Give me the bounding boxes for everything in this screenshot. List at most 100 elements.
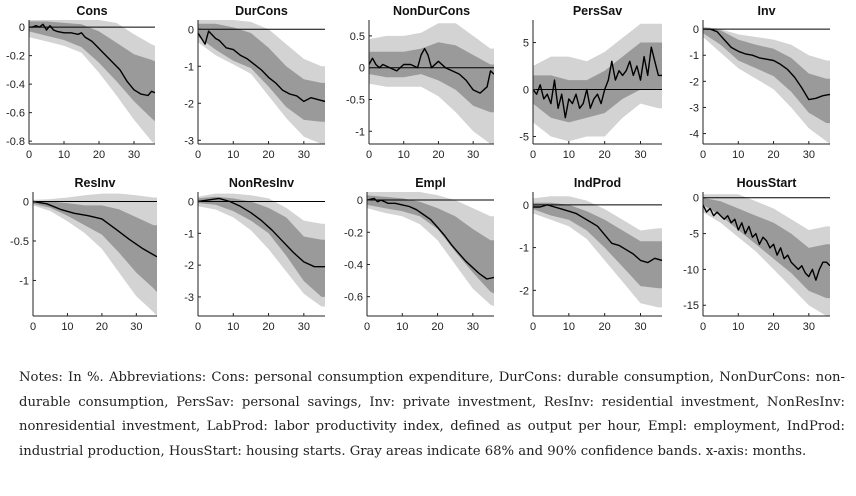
x-tick-label: 30 [634,321,646,333]
y-tick-label: -4 [689,129,699,141]
y-tick-label: -0.4 [6,79,25,91]
x-tick-label: 0 [700,321,706,333]
y-tick-label: -0.2 [6,51,25,63]
y-tick-label: -2 [519,285,529,297]
confidence-band-90 [367,192,494,307]
panel-title: Cons [76,4,107,18]
y-tick-label: 0 [23,196,29,208]
x-tick-label: 20 [767,149,779,161]
x-tick-label: 10 [61,321,73,333]
y-tick-label: -0.6 [6,108,25,120]
panel-title: HousStart [737,176,798,190]
confidence-band-68 [33,200,157,293]
figure-notes: Notes: In %. Abbreviations: Cons: person… [19,370,845,459]
x-tick-label: 10 [227,149,239,161]
plot-area [369,23,494,144]
plot-area [703,26,830,144]
confidence-band-68 [198,196,325,297]
x-tick-label: 0 [195,149,201,161]
y-tick-label: 5 [523,38,529,50]
panel-title: Empl [415,176,446,190]
median-line [533,46,662,119]
x-tick-label: 10 [732,321,744,333]
x-tick-label: 0 [364,321,370,333]
panel-indprod: 0 10 20 30 0 -1 -2 IndProd [519,176,662,333]
x-tick-label: 30 [467,149,479,161]
panel-title: ResInv [75,176,116,190]
x-tick-label: 10 [398,149,410,161]
median-line [703,28,830,101]
median-line [198,30,325,103]
x-tick-label: 20 [96,321,108,333]
x-tick-label: 0 [530,149,536,161]
panel-title: PersSav [573,4,622,18]
y-tick-label: -15 [683,300,699,312]
y-tick-label: -0.5 [10,236,29,248]
confidence-band-68 [369,42,494,113]
y-tick-label: -0.4 [344,259,363,271]
median-line [29,23,155,97]
y-tick-label: -1 [184,61,194,73]
median-line [33,200,157,258]
x-tick-label: 20 [262,321,274,333]
y-tick-label: -1 [519,243,529,255]
x-tick-label: 0 [30,321,36,333]
confidence-band-68 [703,197,830,299]
x-tick-label: 30 [130,321,142,333]
x-tick-label: 10 [396,321,408,333]
y-tick-label: 0 [693,24,699,36]
y-tick-label: -2 [689,76,699,88]
y-tick-label: 0 [188,24,194,36]
median-line [198,197,325,268]
confidence-band-68 [367,195,494,294]
y-tick-label: -0.6 [344,292,363,304]
confidence-band-90 [533,196,662,308]
x-tick-label: 0 [700,149,706,161]
confidence-band-68 [533,42,662,123]
y-tick-label: -5 [519,131,529,143]
y-tick-label: -0.2 [344,227,363,239]
plot-area [198,193,325,307]
x-tick-label: 30 [467,321,479,333]
y-tick-label: -1 [355,126,365,138]
y-tick-label: 0 [359,63,365,75]
x-tick-label: 10 [563,149,575,161]
y-tick-label: -1 [184,228,194,240]
plot-area [29,20,155,144]
median-line [533,204,662,264]
y-tick-label: -5 [689,229,699,241]
panel-empl: 0 10 20 30 0 -0.2 -0.4 -0.6 Empl [344,176,494,333]
confidence-band-90 [198,193,325,307]
x-tick-label: 10 [58,149,70,161]
x-tick-label: 30 [803,321,815,333]
x-tick-label: 20 [262,149,274,161]
x-tick-label: 0 [26,149,32,161]
x-tick-label: 0 [195,321,201,333]
panel-title: IndProd [574,176,621,190]
panel-title: Inv [757,4,775,18]
x-tick-label: 20 [431,321,443,333]
y-tick-label: 0 [523,200,529,212]
confidence-band-68 [533,202,662,289]
x-tick-label: 10 [732,149,744,161]
y-tick-label: -1 [689,50,699,62]
x-tick-label: 10 [227,321,239,333]
x-tick-label: 30 [634,149,646,161]
plot-area [533,196,662,308]
x-tick-label: 20 [767,321,779,333]
panel-nonresinv: 0 10 20 30 0 -1 -2 -3 NonResInv [184,176,325,333]
y-tick-label: -2 [184,98,194,110]
x-tick-label: 0 [366,149,372,161]
y-tick-label: 0.5 [350,31,365,43]
x-tick-label: 30 [298,321,310,333]
x-tick-label: 30 [128,149,140,161]
y-tick-label: 0 [693,193,699,205]
y-tick-label: -2 [184,260,194,272]
x-tick-label: 0 [530,321,536,333]
y-tick-label: -1 [19,275,29,287]
plot-area [33,193,157,316]
panel-title: DurCons [235,4,288,18]
confidence-band-68 [703,27,830,124]
